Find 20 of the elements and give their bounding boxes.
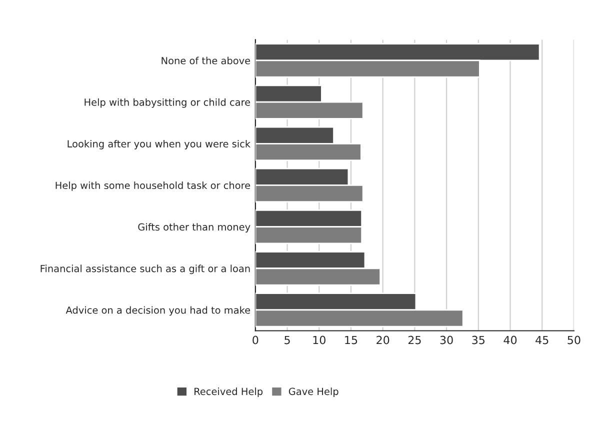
x-tick-label: 50 [568,336,580,344]
x-tick-label: 45 [536,336,548,344]
x-tick-label: 30 [440,336,453,344]
legend-label: Gave Help [288,388,338,397]
y-tick-label: Gifts other than money [138,223,250,233]
y-tick-label: None of the above [162,56,250,64]
x-tick-label: 35 [472,336,484,344]
x-tick-label: 40 [504,336,517,344]
y-tick-label: Financial assistance such as a gift or a loan [40,264,250,274]
y-tick-label: Help with babysitting or child care [84,98,250,108]
y-tick-label: Advice on a decision you had to make [66,306,250,316]
x-tick-label: 0 [252,336,258,344]
y-tick-label: Help with some household task or chore [56,182,250,191]
x-tick-label: 15 [345,336,358,344]
x-tick-label: 25 [408,336,421,344]
x-tick-label: 5 [284,336,290,344]
legend-label: Received Help [194,388,263,397]
x-tick-label: 20 [376,336,390,344]
x-tick-label: 10 [313,336,326,344]
y-tick-label: Looking after you when you were sick [68,140,251,150]
